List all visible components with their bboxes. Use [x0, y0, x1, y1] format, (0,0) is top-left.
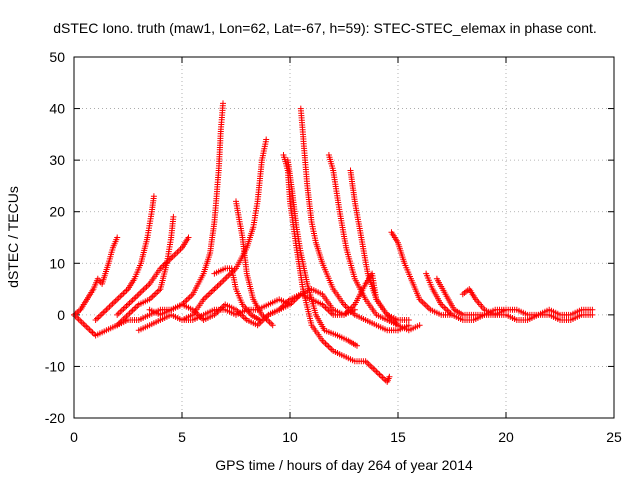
data-point-marker	[81, 322, 88, 329]
data-point-marker	[114, 311, 121, 318]
data-point-marker	[209, 287, 216, 294]
x-tick-label: 25	[606, 429, 622, 445]
x-tick-label: 0	[70, 429, 78, 445]
data-point-marker	[421, 300, 428, 307]
data-point-marker	[103, 306, 110, 313]
y-tick-label: 20	[49, 204, 65, 220]
data-point-marker	[441, 304, 448, 311]
data-track-8	[284, 157, 360, 349]
data-point-marker	[202, 294, 209, 301]
x-tick-label: 10	[282, 429, 298, 445]
data-track-0	[71, 234, 121, 318]
data-point-marker	[131, 306, 138, 312]
data-point-marker	[208, 289, 215, 295]
x-tick-label: 5	[178, 429, 186, 445]
data-point-marker	[129, 307, 136, 314]
data-point-marker	[373, 368, 380, 375]
data-point-marker	[395, 322, 401, 329]
data-point-marker	[589, 306, 596, 313]
data-point-marker	[135, 291, 142, 298]
data-point-marker	[150, 193, 157, 200]
data-point-marker	[405, 317, 412, 323]
data-point-marker	[405, 322, 412, 329]
data-track-1	[92, 193, 157, 323]
data-track-17	[135, 296, 293, 334]
data-point-marker	[589, 311, 596, 318]
data-point-marker	[92, 317, 99, 323]
data-point-marker	[220, 100, 226, 107]
data-point-marker	[131, 295, 138, 302]
y-tick-label: 30	[49, 152, 65, 168]
plot-frame	[73, 56, 615, 419]
data-point-marker	[185, 295, 192, 302]
data-track-7	[280, 152, 393, 385]
x-tick-label: 15	[390, 429, 406, 445]
y-axis-label: dSTEC / TECUs	[5, 186, 21, 288]
chart-title: dSTEC Iono. truth (maw1, Lon=62, Lat=-67…	[53, 20, 597, 36]
x-axis-label: GPS time / hours of day 264 of year 2014	[215, 457, 473, 473]
data-point-marker	[149, 293, 156, 300]
axes: 0 5 10 15 20 25 -20 -10 0 10 20 30 40 50	[45, 49, 622, 445]
data-track-19	[114, 234, 192, 318]
data-point-marker	[351, 306, 358, 313]
data-point-marker	[222, 275, 229, 282]
data-point-marker	[125, 301, 131, 308]
y-tick-label: 0	[57, 307, 65, 323]
data-point-marker	[354, 342, 360, 349]
data-point-marker	[368, 364, 375, 371]
data-point-marker	[172, 250, 179, 257]
data-point-marker	[138, 288, 145, 295]
y-tick-label: -20	[45, 410, 65, 426]
data-point-marker	[422, 302, 429, 309]
data-point-marker	[386, 373, 393, 380]
data-point-marker	[183, 297, 190, 304]
data-track-5	[211, 265, 263, 323]
data-point-marker	[129, 297, 136, 304]
data-point-marker	[174, 249, 181, 256]
data-point-marker	[219, 278, 226, 285]
data-point-marker	[170, 213, 177, 220]
data-point-marker	[203, 293, 210, 300]
data-point-marker	[185, 234, 192, 241]
y-tick-label: 50	[49, 49, 65, 65]
data-point-marker	[269, 322, 276, 329]
data-track-18	[265, 270, 401, 329]
data-track-15	[459, 286, 596, 323]
data-point-marker	[154, 289, 161, 295]
data-point-marker	[114, 234, 121, 241]
data-point-marker	[367, 362, 374, 369]
data-track-14	[433, 275, 596, 318]
data-point-marker	[211, 286, 218, 293]
grid-lines	[74, 57, 614, 418]
data-series	[71, 100, 596, 385]
y-tick-label: 40	[49, 101, 65, 117]
y-tick-label: 10	[49, 255, 65, 271]
y-tick-label: -10	[45, 358, 65, 374]
data-track-10	[325, 152, 423, 334]
data-track-9	[297, 105, 412, 334]
data-point-marker	[114, 296, 121, 303]
x-tick-label: 20	[498, 429, 514, 445]
data-point-marker	[137, 289, 144, 296]
data-point-marker	[416, 322, 423, 329]
data-point-marker	[263, 136, 270, 143]
data-point-marker	[220, 277, 227, 284]
data-track-12	[388, 229, 455, 318]
